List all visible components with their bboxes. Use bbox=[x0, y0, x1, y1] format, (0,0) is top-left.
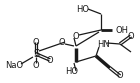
Text: S: S bbox=[33, 49, 39, 59]
Text: O: O bbox=[128, 32, 134, 41]
Text: O: O bbox=[33, 62, 39, 70]
Text: O: O bbox=[33, 38, 39, 46]
Text: O: O bbox=[117, 71, 123, 81]
Text: HO: HO bbox=[66, 67, 79, 77]
Text: O: O bbox=[73, 32, 79, 41]
Text: HO: HO bbox=[76, 4, 89, 14]
Text: OH: OH bbox=[115, 25, 128, 35]
Text: HN: HN bbox=[97, 40, 109, 48]
Text: NaO: NaO bbox=[5, 62, 23, 70]
Text: O: O bbox=[59, 38, 65, 46]
Text: O: O bbox=[47, 56, 53, 64]
